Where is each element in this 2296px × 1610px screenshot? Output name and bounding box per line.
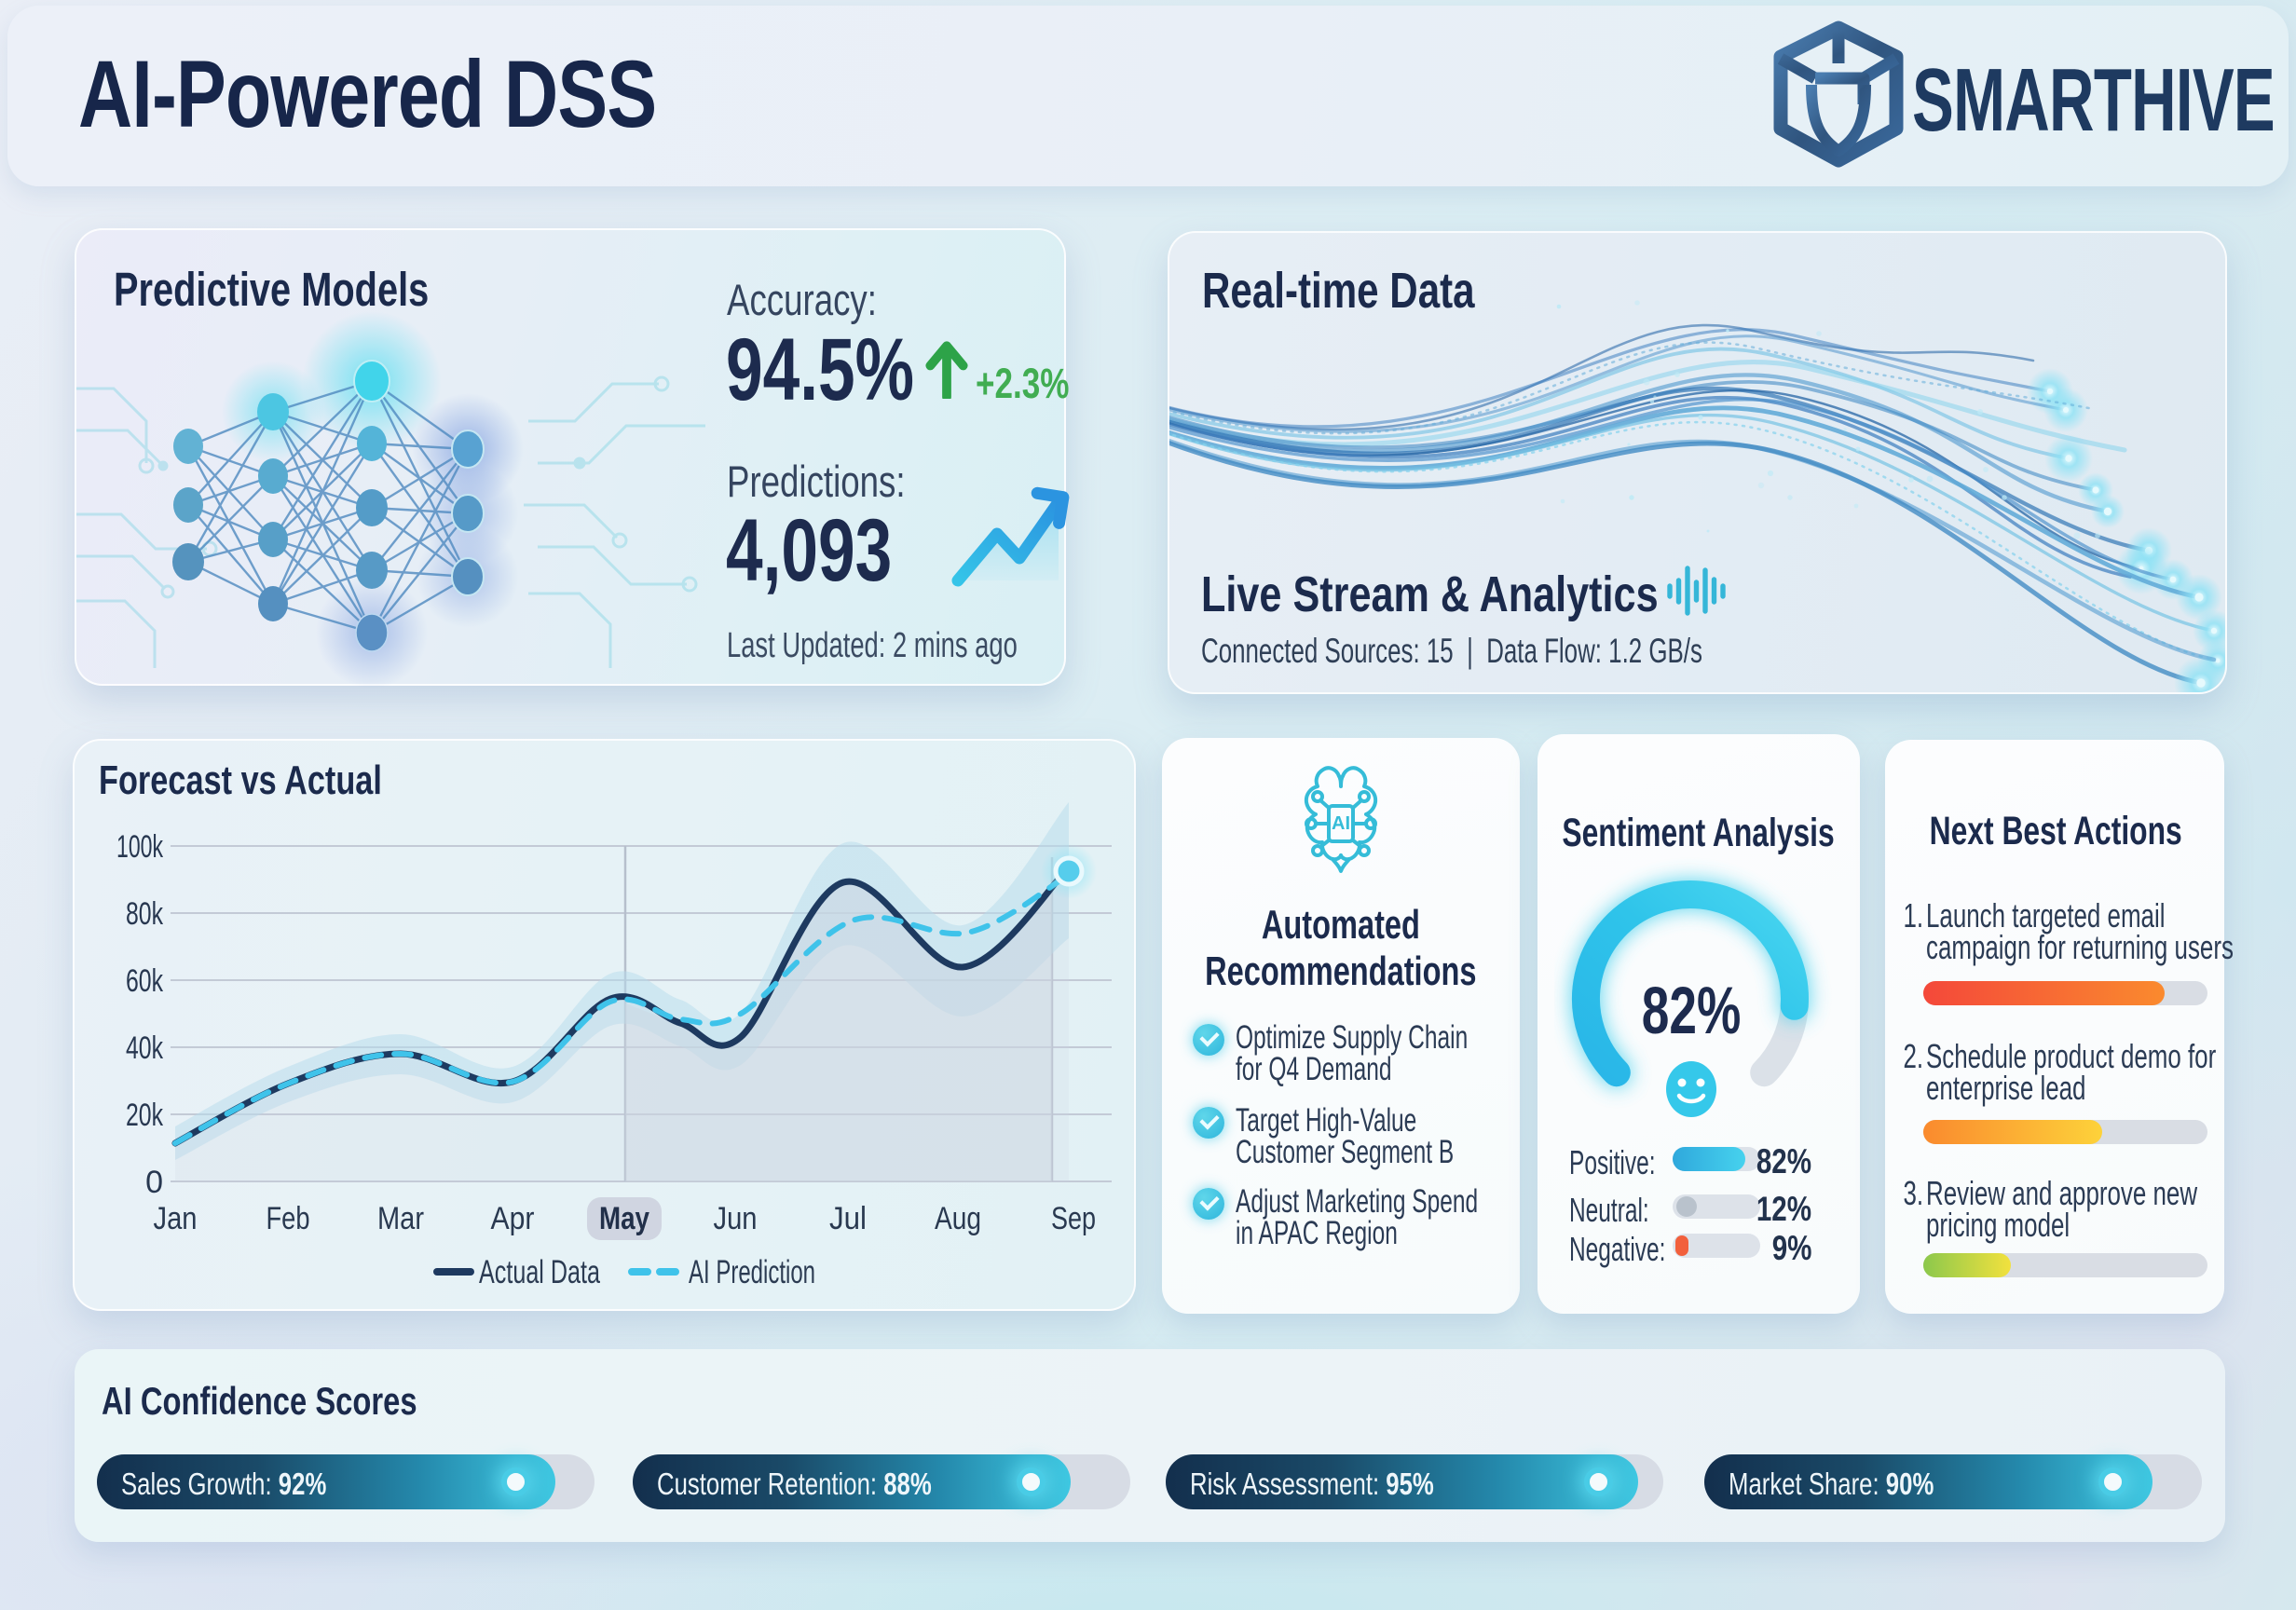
svg-text:Jan: Jan [154,1201,198,1236]
svg-text:40k: 40k [126,1030,164,1066]
svg-text:Actual Data: Actual Data [479,1254,600,1290]
svg-text:100k: 100k [116,829,164,865]
svg-text:AI Prediction: AI Prediction [689,1254,815,1290]
svg-text:Jun: Jun [714,1201,758,1236]
svg-text:Aug: Aug [935,1201,981,1236]
svg-text:AI: AI [1332,813,1350,834]
svg-text:60k: 60k [126,963,164,999]
svg-text:Mar: Mar [377,1201,424,1236]
svg-text:Sep: Sep [1051,1201,1096,1236]
svg-text:Feb: Feb [266,1201,310,1236]
svg-text:20k: 20k [126,1098,164,1133]
svg-text:80k: 80k [126,896,164,932]
svg-text:0: 0 [145,1165,163,1200]
svg-text:May: May [599,1201,649,1236]
svg-text:Jul: Jul [829,1201,867,1236]
svg-text:Apr: Apr [491,1201,535,1236]
